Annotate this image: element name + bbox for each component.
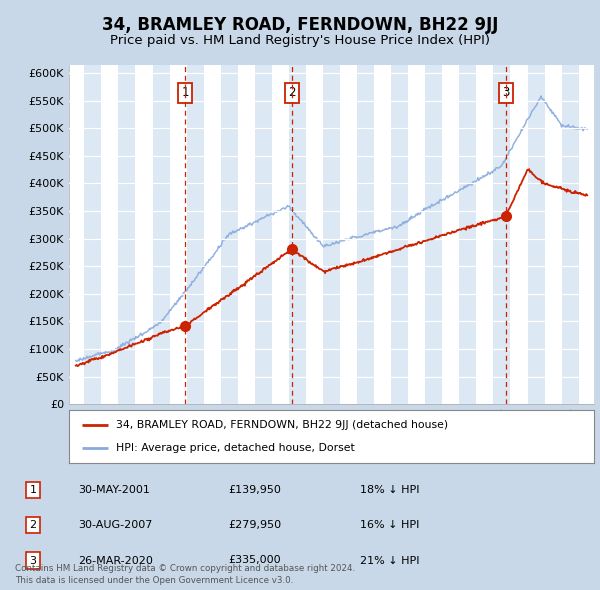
Bar [152,65,170,404]
Bar [357,65,374,404]
Text: 34, BRAMLEY ROAD, FERNDOWN, BH22 9JJ (detached house): 34, BRAMLEY ROAD, FERNDOWN, BH22 9JJ (de… [116,420,448,430]
Text: 26-MAR-2020: 26-MAR-2020 [78,556,153,565]
Bar [255,65,272,404]
Bar [562,65,578,404]
Text: HPI: Average price, detached house, Dorset: HPI: Average price, detached house, Dors… [116,443,355,453]
Bar [493,65,511,404]
Text: 30-MAY-2001: 30-MAY-2001 [78,485,150,494]
Text: Price paid vs. HM Land Registry's House Price Index (HPI): Price paid vs. HM Land Registry's House … [110,34,490,47]
Bar [460,65,476,404]
Text: 1: 1 [182,86,189,99]
Text: 18% ↓ HPI: 18% ↓ HPI [360,485,419,494]
Text: £279,950: £279,950 [228,520,281,530]
Bar [85,65,101,404]
Bar [391,65,408,404]
Text: 2: 2 [288,86,295,99]
Text: 1: 1 [29,485,37,494]
Text: 21% ↓ HPI: 21% ↓ HPI [360,556,419,565]
Bar [323,65,340,404]
Bar [425,65,442,404]
Text: £335,000: £335,000 [228,556,281,565]
Text: Contains HM Land Registry data © Crown copyright and database right 2024.
This d: Contains HM Land Registry data © Crown c… [15,565,355,585]
Text: £139,950: £139,950 [228,485,281,494]
Bar [527,65,545,404]
Bar [118,65,136,404]
Text: 34, BRAMLEY ROAD, FERNDOWN, BH22 9JJ: 34, BRAMLEY ROAD, FERNDOWN, BH22 9JJ [102,17,498,34]
Text: 30-AUG-2007: 30-AUG-2007 [78,520,152,530]
Bar [187,65,203,404]
Text: 2: 2 [29,520,37,530]
Text: 16% ↓ HPI: 16% ↓ HPI [360,520,419,530]
Bar [289,65,306,404]
Text: 3: 3 [502,86,509,99]
Bar [221,65,238,404]
Text: 3: 3 [29,556,37,565]
